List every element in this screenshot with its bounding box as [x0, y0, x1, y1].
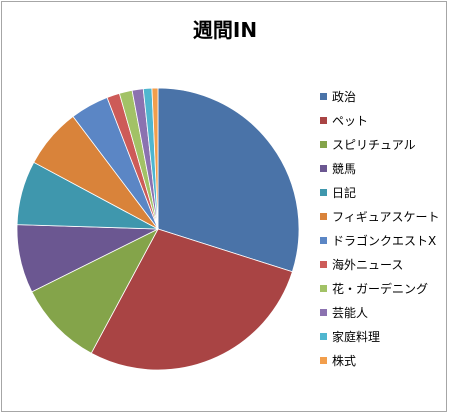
legend-label: 競馬: [332, 162, 357, 176]
legend-item: 日記: [320, 181, 445, 205]
legend-swatch: [320, 141, 327, 148]
legend-swatch: [320, 309, 327, 316]
legend-label: フィギュアスケート: [332, 210, 440, 224]
legend-label: ペット: [332, 114, 369, 128]
legend-label: 日記: [332, 186, 357, 200]
legend-swatch: [320, 213, 327, 220]
legend-label: 海外ニュース: [332, 258, 404, 272]
legend-label: ドラゴンクエストⅩ: [332, 234, 437, 248]
legend-label: 家庭料理: [332, 330, 381, 344]
pie-slice-12: [151, 87, 159, 230]
legend-swatch: [320, 165, 327, 172]
legend-swatch: [320, 117, 327, 124]
legend-swatch: [320, 189, 327, 196]
legend-item: ペット: [320, 109, 445, 133]
chart-title: 週間IN: [192, 18, 258, 42]
legend-swatch: [320, 237, 327, 244]
pie-slice-2: [90, 228, 293, 371]
legend: 政治ペットスピリチュアル 競馬日記フィギュアスケート ドラゴンクエストⅩ 海外ニュース…: [320, 85, 445, 373]
legend-item: 競馬: [320, 157, 445, 181]
legend-label: 芸能人: [332, 306, 369, 320]
pie-slice-1: [157, 87, 300, 273]
legend-item: 政治: [320, 85, 445, 109]
legend-item: 家庭料理: [320, 325, 445, 349]
legend-label: 花・ガーデニング: [332, 282, 429, 296]
legend-label: スピリチュアル: [332, 138, 416, 152]
legend-item: ドラゴンクエストⅩ: [320, 229, 445, 253]
legend-item: 株式: [320, 349, 445, 373]
legend-swatch: [320, 261, 327, 268]
legend-swatch: [320, 285, 327, 292]
legend-item: 花・ガーデニング: [320, 277, 445, 301]
legend-item: フィギュアスケート: [320, 205, 445, 229]
legend-swatch: [320, 333, 327, 340]
legend-item: 芸能人: [320, 301, 445, 325]
legend-label: 政治: [332, 90, 357, 104]
legend-swatch: [320, 93, 327, 100]
legend-item: スピリチュアル: [320, 133, 445, 157]
pie-slice-3: [31, 228, 159, 354]
legend-swatch: [320, 357, 327, 364]
legend-label: 株式: [332, 354, 357, 368]
legend-item: 海外ニュース: [320, 253, 445, 277]
